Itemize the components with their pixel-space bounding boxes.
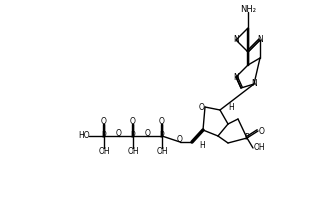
Text: O: O	[145, 129, 151, 137]
Text: OH: OH	[156, 146, 168, 155]
Text: H: H	[199, 141, 205, 150]
Text: O: O	[177, 134, 183, 143]
Text: O: O	[130, 116, 136, 125]
Text: P: P	[131, 132, 135, 141]
Text: O: O	[199, 102, 205, 112]
Text: P: P	[102, 132, 106, 141]
Text: O: O	[259, 126, 265, 135]
Text: N: N	[233, 72, 239, 82]
Text: P: P	[160, 132, 164, 141]
Text: N: N	[233, 35, 239, 44]
Text: OH: OH	[127, 146, 139, 155]
Text: O: O	[116, 129, 122, 137]
Text: O: O	[159, 116, 165, 125]
Text: HO: HO	[78, 132, 90, 141]
Text: H: H	[228, 103, 234, 112]
Text: P: P	[245, 133, 249, 143]
Text: OH: OH	[98, 146, 110, 155]
Text: OH: OH	[253, 143, 265, 153]
Text: NH₂: NH₂	[240, 6, 256, 14]
Text: N: N	[251, 80, 257, 89]
Text: N: N	[257, 35, 263, 44]
Text: O: O	[101, 116, 107, 125]
